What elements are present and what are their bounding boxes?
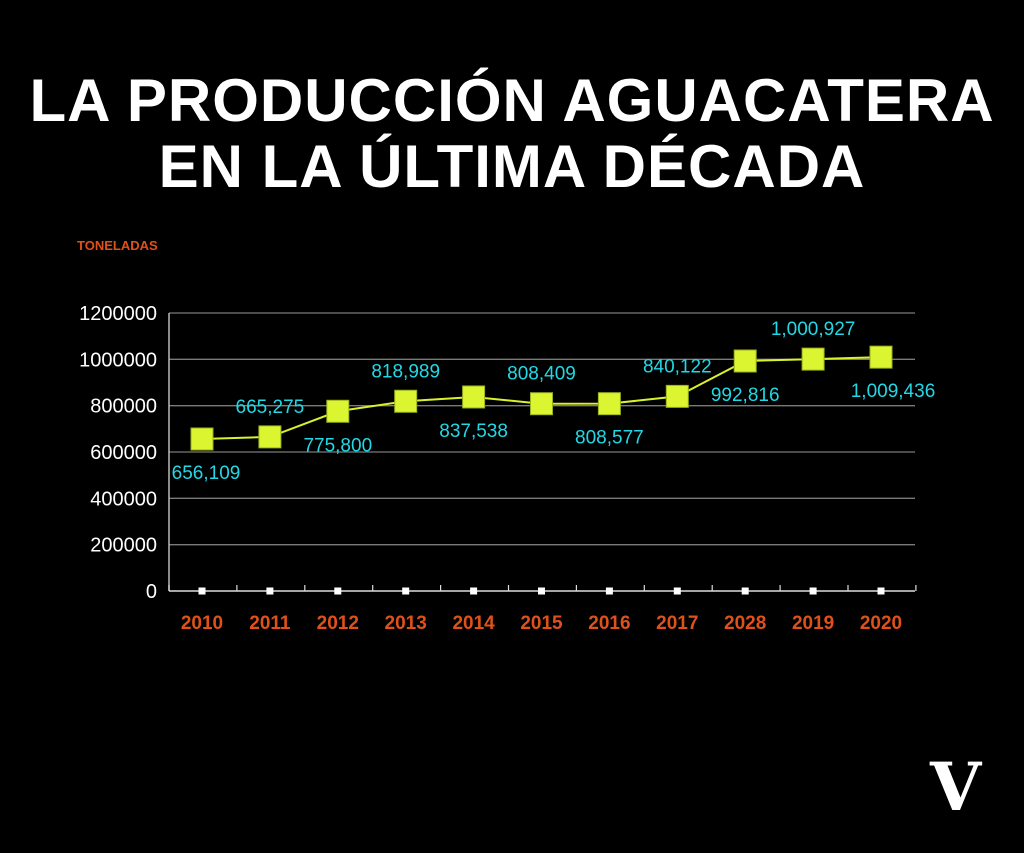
baseline-marker [673,587,681,595]
brand-logo: V [930,748,982,826]
baseline-marker [538,587,545,595]
y-axis-label: TONELADAS [77,238,158,253]
data-label: 1,009,436 [851,381,936,402]
data-point [733,349,757,373]
data-point [597,392,621,416]
baseline-marker [809,587,817,595]
baseline-marker [741,587,749,595]
y-tick-label: 400000 [90,488,157,510]
y-tick-label: 0 [146,581,157,603]
data-point [326,399,350,423]
baseline-marker [402,587,410,595]
data-point [530,392,553,416]
title-line-1: LA PRODUCCIÓN AGUACATERA [29,67,995,134]
x-tick-label: 2010 [181,613,223,634]
data-point [258,425,282,449]
x-tick-label: 2019 [792,613,834,634]
baseline-marker [877,587,885,595]
data-label: 665,275 [236,397,305,418]
data-point [869,345,893,369]
data-label: 808,577 [575,428,644,449]
x-tick-label: 2015 [520,613,563,634]
data-point [665,384,689,408]
baseline-marker [334,587,342,595]
x-tick-label: 2011 [249,613,291,634]
y-tick-label: 200000 [90,535,157,557]
data-label: 818,989 [371,361,440,382]
data-label: 840,122 [643,356,712,377]
baseline-marker [470,587,478,595]
data-label: 656,109 [172,463,241,484]
data-label: 775,800 [303,435,372,456]
data-point [190,427,214,451]
data-point [801,347,825,371]
baseline-marker [198,587,206,595]
baseline-marker [605,587,613,595]
data-label: 837,538 [439,421,508,442]
y-tick-label: 800000 [90,396,157,418]
data-point [394,389,418,413]
x-tick-label: 2013 [385,613,427,634]
y-tick-label: 600000 [90,442,157,464]
x-tick-label: 2020 [860,613,902,634]
x-tick-label: 2017 [656,613,698,634]
chart-title: LA PRODUCCIÓN AGUACATERA EN LA ÚLTIMA DÉ… [0,68,1024,200]
data-label: 808,409 [507,364,576,385]
y-tick-label: 1200000 [79,303,157,325]
data-point [462,385,486,409]
data-label: 992,816 [711,385,780,406]
data-label: 1,000,927 [771,319,856,340]
baseline-marker [266,587,274,595]
y-tick-label: 1000000 [79,349,157,371]
x-tick-label: 2028 [724,613,766,634]
x-tick-label: 2012 [317,613,359,634]
x-tick-label: 2016 [588,613,630,634]
x-tick-label: 2014 [452,613,495,634]
title-line-2: EN LA ÚLTIMA DÉCADA [158,133,866,200]
